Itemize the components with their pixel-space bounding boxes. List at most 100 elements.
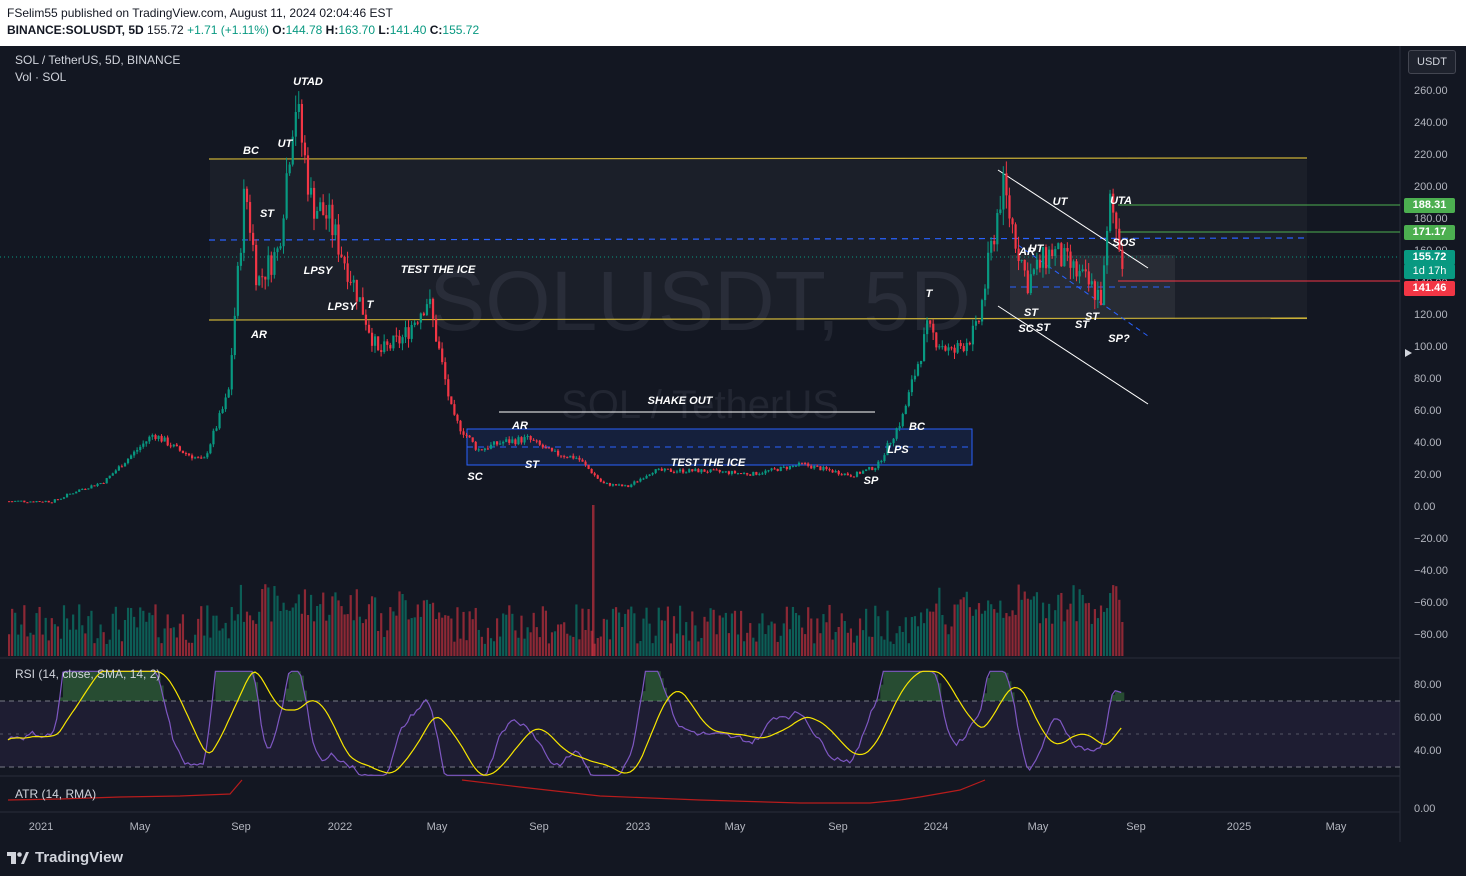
- time-tick-label: May: [1028, 821, 1049, 833]
- volume-bar: [575, 604, 578, 656]
- volume-bar: [191, 642, 194, 656]
- candle-body: [209, 444, 212, 454]
- volume-bar: [81, 625, 84, 656]
- candle-body: [553, 450, 557, 452]
- volume-bar: [904, 617, 907, 656]
- candle-body: [1017, 248, 1020, 261]
- volume-bar: [383, 636, 386, 656]
- volume-bar: [496, 618, 499, 656]
- candle-body: [142, 443, 145, 447]
- time-tick-label: May: [427, 821, 448, 833]
- annotation-label: UT: [1053, 196, 1069, 208]
- atr-legend[interactable]: ATR (14, RMA): [15, 787, 97, 801]
- rsi-line[interactable]: [7, 670, 1122, 776]
- volume-bar: [47, 640, 50, 656]
- candle-body: [868, 467, 871, 470]
- price-tick-label: −80.00: [1414, 629, 1448, 641]
- tradingview-logo[interactable]: TradingView: [7, 849, 123, 866]
- candle-body: [614, 484, 618, 486]
- volume-bar: [596, 638, 599, 656]
- candle-body: [761, 473, 764, 475]
- candle-body: [618, 484, 621, 486]
- candle-body: [990, 240, 993, 253]
- candle-body: [1081, 269, 1084, 272]
- candle-body: [407, 327, 410, 339]
- volume-bar: [413, 617, 416, 656]
- midline-dashed[interactable]: [208, 237, 1308, 241]
- candle-body: [508, 439, 511, 443]
- candle-body: [1014, 224, 1017, 249]
- candle-body: [474, 441, 477, 450]
- candle-body: [221, 409, 224, 414]
- resistance-line[interactable]: [208, 157, 1308, 160]
- volume-bar: [1057, 594, 1060, 656]
- volume-bar: [303, 589, 307, 656]
- candle-body: [41, 501, 44, 503]
- volume-bar: [169, 628, 172, 656]
- candle-body: [941, 346, 944, 348]
- candle-body: [1072, 261, 1075, 268]
- candle-body: [923, 334, 926, 361]
- volume-bar: [1096, 618, 1100, 656]
- volume-bar: [1093, 609, 1096, 656]
- series-legend-title[interactable]: SOL / TetherUS, 5D, BINANCE: [15, 53, 181, 67]
- volume-bar: [361, 623, 364, 656]
- price-axis[interactable]: 260.00240.00220.00200.00180.00160.00140.…: [1414, 85, 1448, 641]
- volume-bar: [752, 637, 755, 656]
- time-axis[interactable]: 2021 May Sep 2022 May Sep 2023 May Sep 2024 May Sep…: [29, 821, 1347, 833]
- chart-area[interactable]: [0, 46, 1466, 842]
- volume-bar: [1005, 613, 1008, 656]
- candle-body: [245, 188, 249, 203]
- candle-body: [669, 469, 673, 472]
- volume-group[interactable]: [8, 505, 1124, 656]
- volume-bar: [294, 603, 297, 656]
- volume-bar: [273, 586, 276, 656]
- candle-body: [904, 405, 907, 415]
- candle-body: [187, 453, 191, 456]
- scroll-right-icon[interactable]: [1405, 349, 1412, 357]
- low-value: 141.40: [389, 23, 427, 37]
- volume-bar: [166, 614, 169, 656]
- candle-body: [215, 428, 218, 431]
- price-tag-171: 171.17: [1404, 225, 1455, 240]
- volume-bar: [712, 609, 715, 656]
- candle-body: [276, 248, 279, 253]
- volume-bar: [59, 638, 63, 656]
- currency-button[interactable]: USDT: [1408, 50, 1456, 74]
- volume-bar: [1029, 599, 1032, 656]
- volume-bar: [212, 615, 215, 656]
- volume-bar: [736, 634, 740, 656]
- support-line[interactable]: [208, 317, 1308, 321]
- rsi-legend[interactable]: RSI (14, close, SMA, 14, 2): [15, 667, 161, 681]
- candle-body: [184, 453, 188, 455]
- volume-legend[interactable]: Vol · SOL: [15, 70, 67, 84]
- annotation-label: UTA: [1110, 195, 1132, 207]
- volume-bar: [392, 611, 395, 656]
- candle-body: [956, 343, 959, 353]
- price-chart-svg[interactable]: SOLUSDT, 5D SOL / TetherUS 260.00 240.00 2…: [0, 0, 1466, 842]
- candle-body: [50, 502, 53, 504]
- time-tick-label: May: [725, 821, 746, 833]
- volume-bar: [44, 617, 47, 656]
- volume-bar: [428, 603, 432, 656]
- channel-bottom-line[interactable]: [997, 305, 1149, 405]
- volume-bar: [810, 618, 813, 656]
- price-tick-label: 180.00: [1414, 213, 1448, 225]
- candle-body: [950, 347, 953, 349]
- volume-bar: [541, 606, 544, 656]
- price-tick-label: −20.00: [1414, 533, 1448, 545]
- volume-bar: [645, 607, 648, 656]
- candle-body: [852, 476, 856, 478]
- candle-body: [581, 459, 584, 462]
- annotation-label: TEST THE ICE: [671, 457, 746, 469]
- annotation-label: UT: [278, 138, 294, 150]
- rsi-sma-line[interactable]: [7, 670, 1122, 776]
- candle-body: [907, 392, 910, 406]
- volume-bar: [834, 631, 837, 656]
- volume-bar: [627, 609, 630, 656]
- annotation-label: LPS: [887, 444, 909, 456]
- candle-body: [416, 322, 419, 324]
- candle-body: [889, 443, 892, 445]
- candles-group[interactable]: [8, 91, 1124, 504]
- atr-line[interactable]: [7, 779, 986, 804]
